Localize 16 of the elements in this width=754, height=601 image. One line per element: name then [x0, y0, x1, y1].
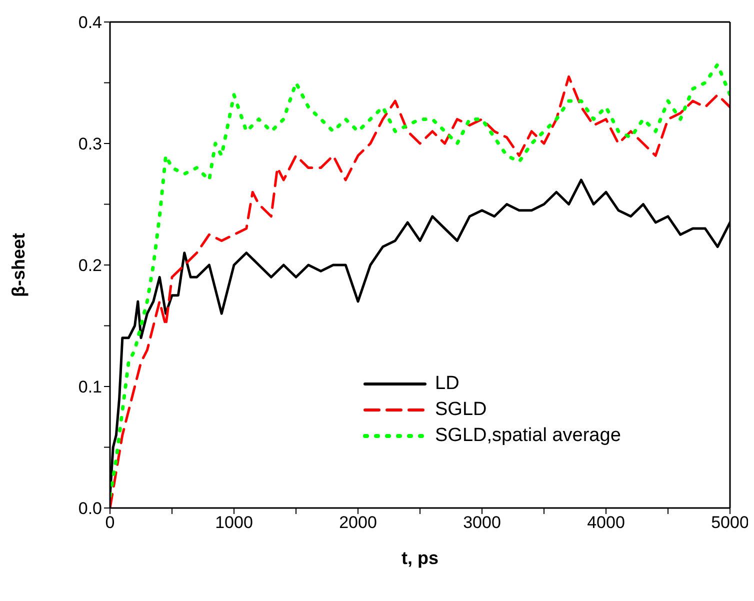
y-axis-title: β-sheet	[8, 232, 28, 298]
x-tick-label: 1000	[215, 513, 253, 532]
x-tick-label: 3000	[463, 513, 501, 532]
legend-label: LD	[435, 373, 460, 395]
legend-label: SGLD	[435, 399, 487, 421]
x-tick-label: 4000	[587, 513, 625, 532]
y-tick-label: 0.0	[78, 499, 102, 518]
y-tick-label: 0.4	[78, 13, 102, 32]
x-tick-label: 0	[105, 513, 115, 532]
x-tick-label: 5000	[711, 513, 749, 532]
y-tick-label: 0.3	[78, 134, 102, 154]
legend-label: SGLD,spatial average	[435, 425, 621, 447]
y-tick-label: 0.2	[78, 256, 102, 276]
y-tick-label: 0.1	[78, 378, 102, 397]
x-axis-title: t, ps	[401, 548, 439, 568]
x-tick-label: 2000	[339, 513, 377, 532]
